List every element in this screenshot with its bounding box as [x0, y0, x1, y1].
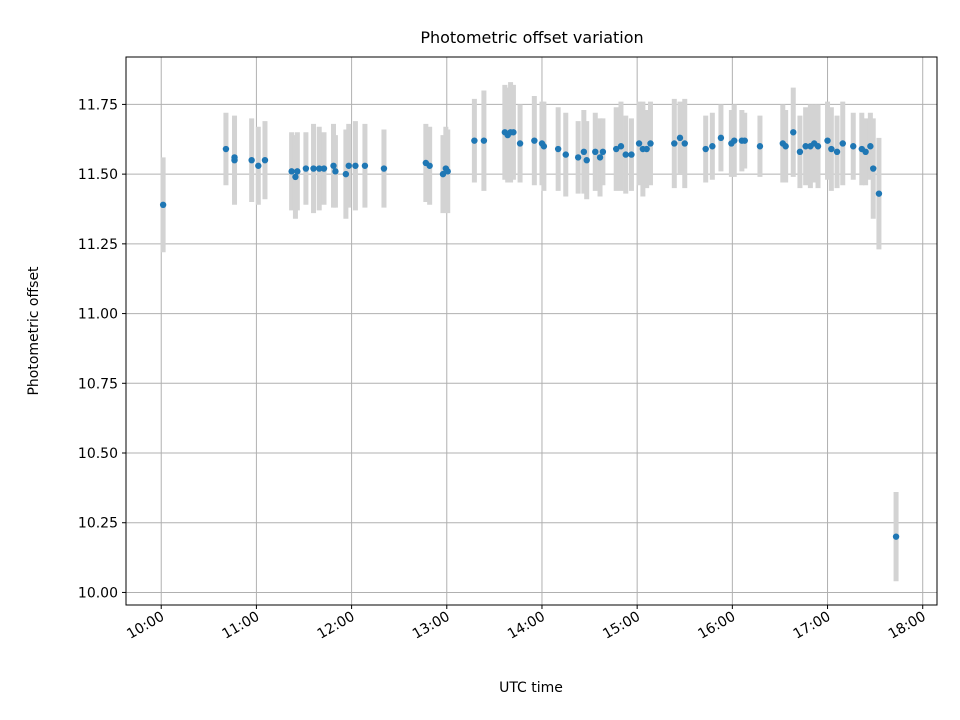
data-point	[702, 145, 709, 153]
data-point	[345, 162, 352, 169]
data-point	[510, 129, 517, 136]
data-point	[540, 143, 548, 150]
data-point	[599, 148, 607, 156]
data-point	[833, 148, 841, 156]
data-point	[292, 173, 299, 181]
data-point	[426, 162, 433, 169]
data-point	[796, 148, 804, 156]
data-point	[592, 148, 599, 156]
data-point	[352, 162, 359, 169]
data-point	[814, 143, 822, 150]
data-point	[439, 170, 447, 178]
data-point	[159, 201, 167, 209]
y-axis-ticks: 10.00 10.25 10.50 10.75 11.00 11.25 11.50 11.75	[78, 97, 126, 601]
data-point	[294, 168, 301, 175]
data-point	[310, 165, 317, 172]
data-point	[717, 134, 725, 142]
data-point	[782, 143, 789, 150]
x-axis-label: UTC time	[499, 680, 563, 696]
data-point	[583, 156, 590, 164]
chart-title: Photometric offset variation	[420, 28, 643, 47]
data-point	[628, 151, 635, 158]
data-point	[613, 145, 620, 153]
data-point	[875, 190, 883, 197]
data-point	[302, 165, 310, 172]
data-point	[862, 148, 869, 156]
data-point	[255, 162, 262, 169]
data-point	[839, 140, 846, 147]
data-point	[288, 168, 295, 175]
data-point	[756, 143, 764, 150]
data-point	[480, 137, 488, 144]
grid	[126, 57, 937, 605]
data-point	[471, 137, 478, 144]
data-point	[444, 168, 451, 175]
data-point	[342, 170, 350, 178]
data-point	[574, 154, 582, 161]
data-point	[330, 162, 337, 169]
data-point	[671, 140, 678, 147]
data-points	[159, 129, 900, 540]
y-tick-label: 10.75	[78, 376, 118, 392]
data-point	[731, 137, 738, 144]
y-tick-label: 10.00	[78, 585, 118, 601]
y-axis-label: Photometric offset	[26, 266, 42, 396]
y-tick-label: 11.25	[78, 237, 118, 253]
data-point	[635, 140, 643, 147]
data-point	[562, 151, 569, 158]
data-point	[316, 165, 323, 172]
y-tick-label: 10.50	[78, 446, 118, 462]
data-point	[709, 143, 716, 150]
data-point	[380, 165, 388, 172]
data-point	[531, 137, 538, 144]
data-point	[802, 143, 809, 150]
data-point	[617, 143, 625, 150]
data-point	[222, 145, 230, 153]
y-tick-label: 11.50	[78, 167, 118, 183]
y-tick-label: 11.00	[78, 307, 118, 323]
data-point	[824, 137, 831, 144]
data-point	[676, 134, 684, 142]
data-point	[870, 165, 877, 172]
data-point	[596, 154, 604, 161]
data-point	[622, 151, 629, 158]
data-point	[741, 137, 748, 144]
data-point	[867, 143, 874, 150]
data-point	[320, 165, 328, 172]
data-point	[681, 140, 688, 147]
data-point	[850, 143, 857, 150]
plot-frame	[125, 56, 938, 606]
y-tick-label: 10.25	[78, 516, 118, 532]
data-point	[554, 145, 562, 153]
data-point	[231, 154, 238, 161]
data-point	[248, 156, 255, 164]
data-point	[647, 140, 654, 147]
data-point	[580, 148, 588, 156]
data-point	[643, 145, 650, 153]
data-point	[892, 533, 900, 540]
data-point	[361, 162, 369, 169]
data-point	[790, 129, 797, 136]
y-tick-label: 11.75	[78, 97, 118, 113]
data-point	[261, 156, 269, 164]
data-point	[828, 145, 835, 153]
data-point	[332, 168, 339, 175]
data-point	[516, 140, 524, 147]
